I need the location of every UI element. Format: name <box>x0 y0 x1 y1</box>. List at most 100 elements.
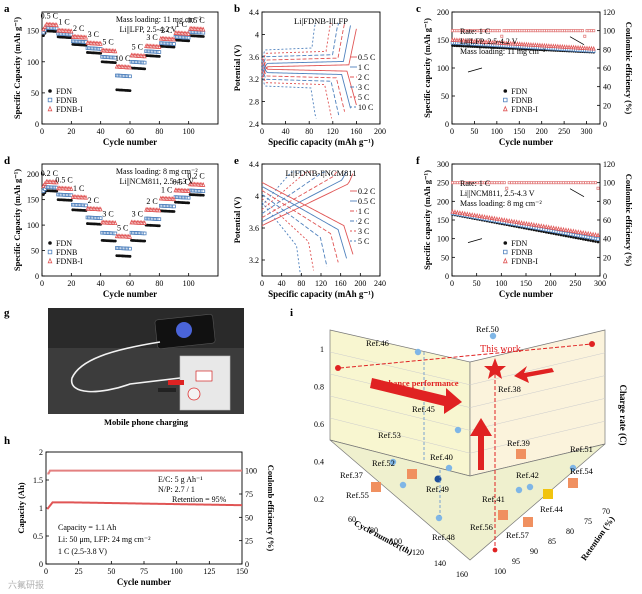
data-point-FDNB-I <box>562 44 567 49</box>
data-point-FDNB-I <box>546 224 551 230</box>
h-ytick-label: 1.5 <box>33 476 43 485</box>
legend-label: 0.5 C <box>358 53 375 62</box>
data-point-FDNB <box>128 246 132 251</box>
data-point-FDNB-I <box>558 43 562 49</box>
curve-charge-1 C <box>261 25 351 75</box>
legend-label: 2 C <box>358 73 369 82</box>
ref-label: Ref.56 <box>470 522 493 532</box>
data-point-FDNB-I <box>499 216 504 222</box>
x-tick-label: 100 <box>390 537 402 546</box>
data-point-FDNB-I <box>520 41 524 47</box>
data-point-FDN <box>596 240 600 244</box>
data-point-FDNB-I <box>535 42 540 48</box>
curve-discharge-1 C <box>261 190 339 263</box>
grid-line <box>329 395 471 431</box>
f-xtick-label: 300 <box>594 279 606 288</box>
d-xtick-label: 20 <box>67 279 75 288</box>
data-point-FDNB-I <box>517 219 521 225</box>
data-point-FDN <box>455 44 459 48</box>
rate-label: 2 C <box>73 24 84 33</box>
ref-point-cube-icon <box>498 510 508 520</box>
legend-marker-FDNB-I <box>47 257 53 264</box>
ce-point <box>594 181 598 185</box>
ref-point-cube-icon <box>371 482 381 492</box>
c-y2tick-label: 0 <box>603 120 607 129</box>
b-xtick-label: 80 <box>305 127 313 136</box>
d-xtick-label: 60 <box>126 279 134 288</box>
legend-marker-FDNB <box>47 97 53 103</box>
grid-line <box>329 351 471 386</box>
a-ytick-label: 50 <box>31 89 39 98</box>
enhance-label: Enhance performance <box>378 378 459 388</box>
data-point-FDNB-I <box>593 232 598 237</box>
c-ytick-label: 150 <box>437 36 449 45</box>
curve-discharge-0.2 C <box>261 182 354 255</box>
ce-point <box>455 181 459 185</box>
f-y2label: Coulombic efficiency (%) <box>624 174 634 267</box>
ce-point <box>520 181 524 185</box>
ce-point <box>524 181 528 185</box>
legend-marker-FDNB <box>47 249 53 255</box>
f-xtick-label: 250 <box>569 279 581 288</box>
c-y2tick-label: 60 <box>603 64 611 73</box>
ref-label: Ref.38 <box>498 384 521 394</box>
z-tick-label: 1 <box>320 345 324 354</box>
data-point-FDN <box>69 198 73 202</box>
panel-label-a: a <box>4 3 10 15</box>
d-ytick-label: 50 <box>31 247 39 256</box>
data-point-FDN <box>554 232 558 236</box>
b-ylabel: Potential (V) <box>232 45 242 92</box>
data-point-FDNB <box>201 30 206 35</box>
data-point-FDN <box>457 44 461 48</box>
rate-label: 0.5 C <box>41 11 58 20</box>
z-tick-label: 0.6 <box>314 420 324 429</box>
ce-point <box>532 181 536 185</box>
ref-label: Ref.39 <box>507 438 530 448</box>
data-point-FDNB-I <box>522 41 527 47</box>
data-point-FDNB-I <box>490 39 495 45</box>
data-point-FDNB-I <box>504 40 509 46</box>
legend-label: 1 C <box>358 63 369 72</box>
data-point-FDNB <box>84 203 88 208</box>
legend-label-FDN: FDN <box>511 239 527 248</box>
data-point-FDNB-I <box>509 218 514 224</box>
legend-marker-FDNB-I <box>502 105 508 112</box>
ce-point <box>537 181 541 185</box>
h-xlabel: Cycle number <box>117 577 171 587</box>
ce-point <box>502 181 506 185</box>
ce-line <box>47 469 242 475</box>
data-point-FDN <box>113 61 117 65</box>
e-xlabel: Specific capacity (mAh g⁻¹) <box>268 289 374 299</box>
curve-charge-3 C <box>261 23 340 69</box>
ref-label: Ref.40 <box>430 452 453 462</box>
data-point-FDNB-I <box>555 43 560 49</box>
curve-charge-2 C <box>261 23 346 72</box>
data-point-FDNB-I <box>567 44 571 50</box>
f-y2tick-label: 0 <box>603 272 607 281</box>
projection-line <box>339 343 593 369</box>
rate-label: 0.5 C <box>55 175 72 184</box>
data-point-FDNB-I <box>201 26 206 32</box>
data-point-FDNB-I <box>462 210 467 216</box>
legend-label-FDN: FDN <box>56 239 72 248</box>
a-xtick-label: 0 <box>40 127 44 136</box>
data-point-FDNB-I <box>42 23 47 29</box>
legend-label: 10 C <box>358 103 373 112</box>
curve-charge-2 C <box>261 171 327 214</box>
capacity-line <box>46 501 243 510</box>
data-point-FDNB-I <box>481 39 486 44</box>
data-point-FDNB-I <box>549 43 554 48</box>
c-y2tick-label: 100 <box>603 27 615 36</box>
legend-label-FDNB-I: FDNB-I <box>56 105 83 114</box>
ce-point <box>515 181 519 185</box>
rate-label: 0.5 C <box>187 16 204 25</box>
floor-face <box>329 439 606 561</box>
data-point-FDN <box>187 201 191 205</box>
ref-label: Ref.52 <box>372 458 395 468</box>
chart-a: 0 20 40 60 80 100 0 50 100 150 Cycle number Specifi… <box>12 11 219 147</box>
f-xtick-label: 200 <box>545 279 557 288</box>
data-point-FDNB-I <box>581 230 586 235</box>
data-point-FDNB-I <box>544 42 549 48</box>
data-point-FDNB <box>98 216 103 220</box>
ce-point <box>592 29 596 33</box>
